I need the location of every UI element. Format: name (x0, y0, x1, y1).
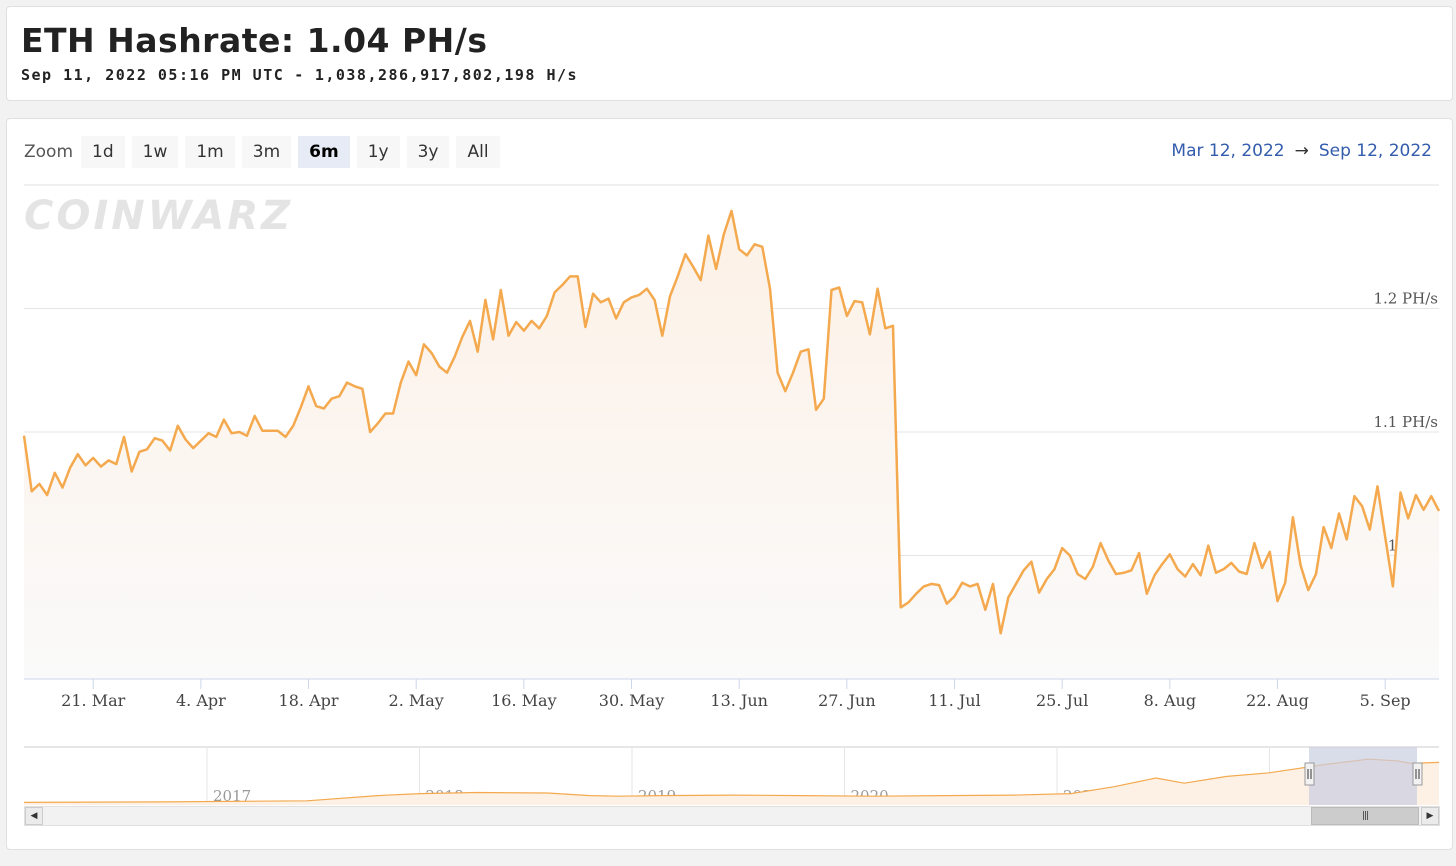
header-card: ETH Hashrate: 1.04 PH/s Sep 11, 2022 05:… (6, 6, 1453, 101)
chart-card: Zoom 1d 1w 1m 3m 6m 1y 3y All Mar 12, 20… (6, 118, 1453, 850)
zoom-label: Zoom (24, 142, 74, 162)
x-tick-label: 25. Jul (1036, 691, 1088, 710)
page-title: ETH Hashrate: 1.04 PH/s (21, 21, 488, 60)
y-tick-label: 1.2 PH/s (1373, 290, 1438, 308)
navigator-scrollbar[interactable]: ◀ ||| ▶ (24, 806, 1440, 826)
navigator-handle-right[interactable] (1412, 762, 1423, 786)
coinwarz-logo: COINWARZ (24, 193, 294, 239)
series-area (24, 210, 1439, 679)
zoom-button-all[interactable]: All (456, 136, 500, 168)
x-tick-label: 22. Aug (1246, 691, 1309, 710)
zoom-button-1d[interactable]: 1d (81, 136, 125, 168)
range-arrow: → (1294, 141, 1309, 161)
zoom-toolbar: Zoom 1d 1w 1m 3m 6m 1y 3y All (24, 136, 500, 168)
x-tick-label: 30. May (599, 691, 665, 710)
x-tick-label: 2. May (389, 691, 444, 710)
x-tick-label: 27. Jun (818, 691, 876, 710)
x-tick-label: 11. Jul (928, 691, 980, 710)
scrollbar-thumb[interactable]: ||| (1311, 807, 1419, 825)
x-tick-label: 13. Jun (710, 691, 768, 710)
zoom-button-1y[interactable]: 1y (356, 136, 400, 168)
zoom-button-3y[interactable]: 3y (406, 136, 450, 168)
arrow-right-icon[interactable]: ▶ (1421, 807, 1439, 825)
chart-canvas: 900 TH/s1 PH/s1.1 PH/s1.2 PH/s21. Mar4. … (22, 184, 1441, 805)
x-tick-label: 4. Apr (176, 691, 226, 710)
navigator-handle-left[interactable] (1304, 762, 1315, 786)
exact-hashrate: 1,038,286,917,802,198 H/s (314, 66, 579, 84)
zoom-button-1m[interactable]: 1m (185, 136, 235, 168)
navigator-year-label: 2017 (213, 787, 251, 805)
x-tick-label: 8. Aug (1144, 691, 1196, 710)
x-tick-label: 16. May (491, 691, 557, 710)
timestamp: Sep 11, 2022 05:16 PM UTC (21, 66, 285, 84)
series-line (22, 209, 1441, 635)
separator: - (294, 66, 305, 84)
date-range: Mar 12, 2022 → Sep 12, 2022 (1171, 141, 1432, 161)
zoom-button-6m[interactable]: 6m (298, 136, 350, 168)
x-tick-label: 21. Mar (61, 691, 125, 710)
zoom-button-3m[interactable]: 3m (241, 136, 292, 168)
range-from[interactable]: Mar 12, 2022 (1171, 141, 1285, 161)
y-tick-label: 1.1 PH/s (1373, 413, 1438, 431)
zoom-button-1w[interactable]: 1w (131, 136, 179, 168)
navigator-selection (1309, 747, 1417, 805)
range-to[interactable]: Sep 12, 2022 (1318, 141, 1432, 161)
x-tick-label: 18. Apr (279, 691, 339, 710)
arrow-left-icon[interactable]: ◀ (25, 807, 43, 825)
x-tick-label: 5. Sep (1360, 691, 1411, 710)
header-subtitle: Sep 11, 2022 05:16 PM UTC -1,038,286,917,… (21, 66, 578, 84)
navigator-area (24, 759, 1439, 805)
